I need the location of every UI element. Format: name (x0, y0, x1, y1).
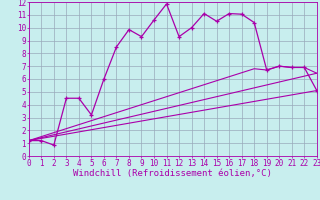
X-axis label: Windchill (Refroidissement éolien,°C): Windchill (Refroidissement éolien,°C) (73, 169, 272, 178)
